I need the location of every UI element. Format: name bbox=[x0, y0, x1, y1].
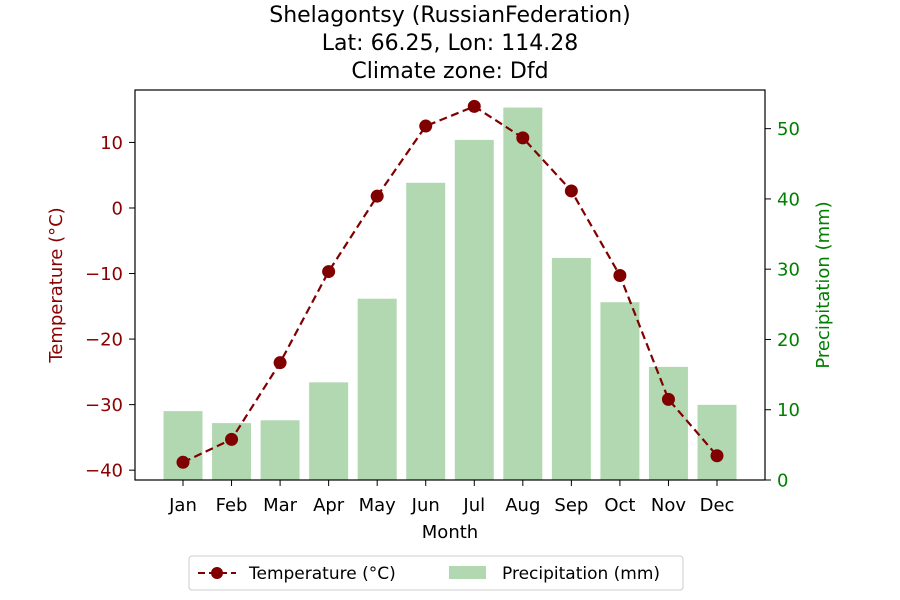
precipitation-tick-label: 40 bbox=[777, 189, 800, 210]
precipitation-bar-jul bbox=[454, 139, 494, 480]
temperature-point-aug bbox=[516, 131, 530, 145]
temperature-point-sep bbox=[564, 184, 578, 198]
temperature-point-jun bbox=[419, 119, 433, 133]
legend-box bbox=[188, 555, 684, 591]
chart-title-line-1: Shelagontsy (RussianFederation) bbox=[269, 3, 631, 28]
precipitation-bar-nov bbox=[648, 366, 688, 480]
temperature-point-jul bbox=[467, 99, 481, 113]
precipitation-bar-mar bbox=[260, 420, 300, 480]
temperature-tick-label: 0 bbox=[112, 198, 123, 219]
precipitation-tick-label: 20 bbox=[777, 330, 800, 351]
temperature-tick-label: −20 bbox=[85, 330, 123, 351]
precipitation-bar-jun bbox=[406, 182, 446, 480]
precipitation-bar-sep bbox=[551, 257, 591, 480]
precipitation-tick-label: 10 bbox=[777, 400, 800, 421]
temperature-line bbox=[176, 99, 724, 469]
precipitation-bar-jan bbox=[163, 411, 203, 480]
chart-title: Shelagontsy (RussianFederation) Lat: 66.… bbox=[269, 3, 631, 84]
month-tick-label: Aug bbox=[505, 495, 540, 516]
month-tick-label: May bbox=[359, 495, 397, 516]
temperature-tick-label: −10 bbox=[85, 264, 123, 285]
temperature-point-oct bbox=[613, 268, 627, 282]
month-tick-label: Oct bbox=[604, 495, 635, 516]
chart-title-line-3: Climate zone: Dfd bbox=[351, 59, 548, 84]
month-tick-label: Jun bbox=[411, 495, 440, 516]
precipitation-bar-feb bbox=[212, 423, 252, 480]
month-tick-label: Dec bbox=[700, 495, 735, 516]
legend-temperature-marker bbox=[211, 567, 223, 579]
x-axis-label: Month bbox=[422, 522, 478, 543]
temperature-point-dec bbox=[710, 449, 724, 463]
precipitation-bar-may bbox=[357, 298, 397, 480]
legend-temperature-label: Temperature (°C) bbox=[248, 564, 396, 584]
precipitation-bar-aug bbox=[503, 107, 543, 480]
month-tick-label: Nov bbox=[651, 495, 686, 516]
precipitation-tick-label: 30 bbox=[777, 260, 800, 281]
temperature-point-may bbox=[370, 189, 384, 203]
precipitation-axis: 0 10 20 30 40 50 bbox=[765, 119, 800, 492]
y-right-axis-label: Precipitation (mm) bbox=[813, 201, 834, 368]
temperature-point-mar bbox=[273, 356, 287, 370]
month-tick-label: Feb bbox=[216, 495, 248, 516]
temperature-point-jan bbox=[176, 455, 190, 469]
temperature-axis: 10 0 −10 −20 −30 −40 bbox=[85, 133, 135, 482]
month-tick-label: Jan bbox=[168, 495, 197, 516]
month-tick-label: Apr bbox=[313, 495, 345, 516]
precipitation-bar-oct bbox=[600, 302, 640, 480]
temperature-point-nov bbox=[661, 392, 675, 406]
chart-legend: Temperature (°C) Precipitation (mm) bbox=[188, 555, 684, 591]
month-tick-label: Mar bbox=[263, 495, 298, 516]
temperature-point-apr bbox=[322, 265, 336, 279]
precipitation-tick-label: 50 bbox=[777, 119, 800, 140]
month-axis: Jan Feb Mar Apr May Jun Jul Aug Sep Oct Nov Dec bbox=[168, 480, 734, 516]
month-tick-label: Sep bbox=[554, 495, 588, 516]
y-left-axis-label: Temperature (°C) bbox=[46, 207, 67, 363]
precipitation-bar-dec bbox=[697, 404, 737, 480]
month-tick-label: Jul bbox=[462, 495, 485, 516]
temperature-tick-label: −30 bbox=[85, 395, 123, 416]
temperature-line-path bbox=[182, 105, 718, 464]
chart-title-line-2: Lat: 66.25, Lon: 114.28 bbox=[322, 31, 578, 56]
precipitation-tick-label: 0 bbox=[777, 471, 788, 492]
precipitation-bars bbox=[163, 107, 737, 480]
plot-frame bbox=[134, 89, 766, 481]
legend-precipitation-swatch bbox=[449, 566, 486, 579]
legend-precipitation-label: Precipitation (mm) bbox=[502, 564, 660, 584]
temperature-tick-label: −40 bbox=[85, 461, 123, 482]
precipitation-bar-apr bbox=[309, 382, 349, 480]
temperature-tick-label: 10 bbox=[100, 133, 123, 154]
temperature-point-feb bbox=[225, 432, 239, 446]
